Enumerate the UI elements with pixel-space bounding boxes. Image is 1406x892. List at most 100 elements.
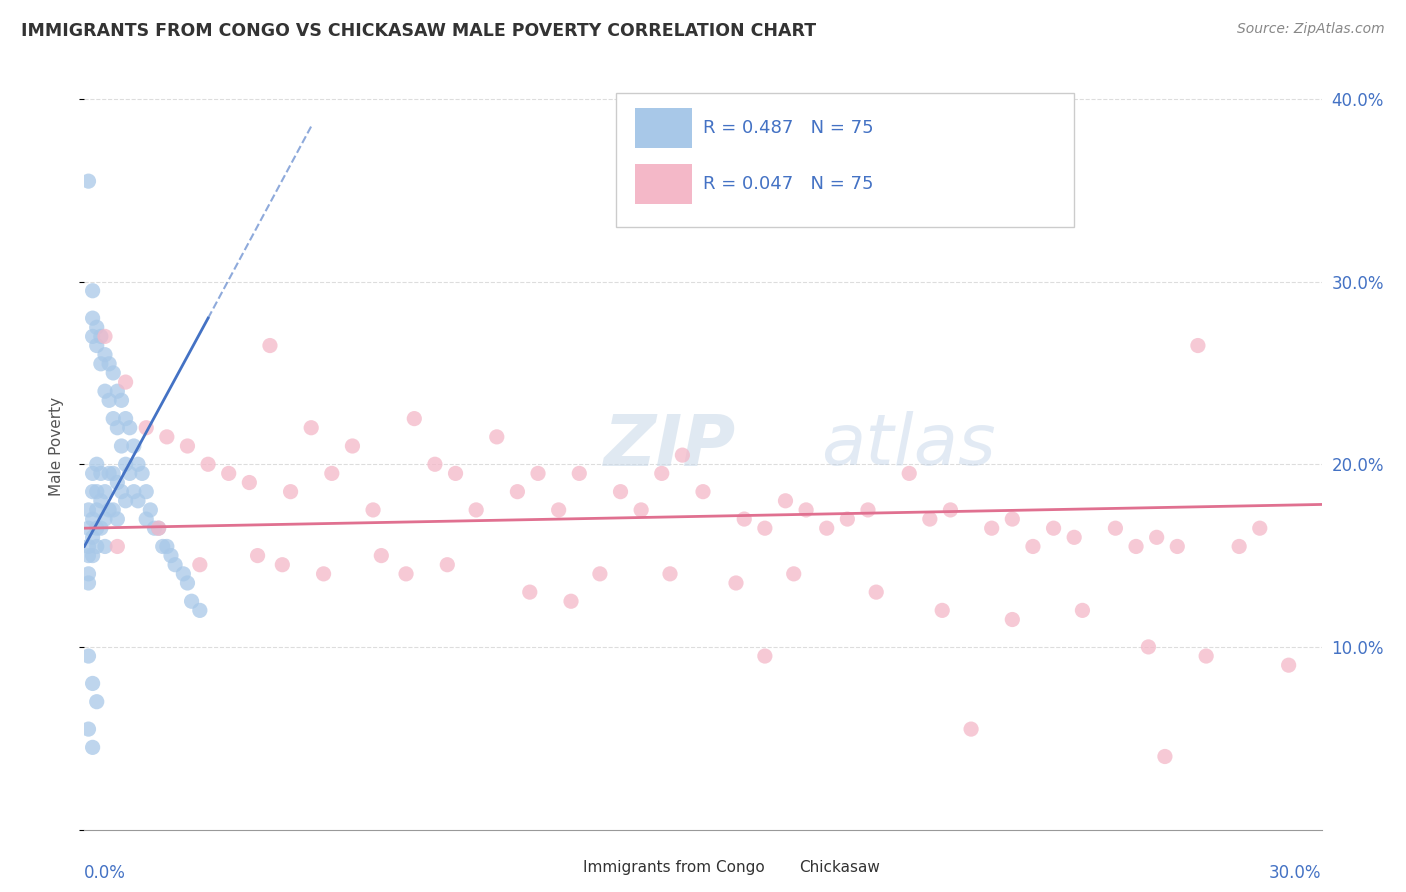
- Point: [506, 484, 529, 499]
- Point: [103, 366, 125, 380]
- Point: [94, 384, 117, 399]
- Text: 30.0%: 30.0%: [1270, 864, 1322, 882]
- Point: [77, 549, 100, 563]
- Point: [90, 521, 112, 535]
- Point: [436, 558, 458, 572]
- Point: [218, 467, 240, 481]
- Point: [98, 503, 121, 517]
- Point: [110, 439, 132, 453]
- Point: [148, 521, 170, 535]
- Point: [98, 467, 121, 481]
- Point: [423, 457, 446, 471]
- Point: [1278, 658, 1301, 673]
- Point: [94, 512, 117, 526]
- Point: [114, 375, 136, 389]
- Point: [90, 493, 112, 508]
- Point: [77, 521, 100, 535]
- Point: [259, 338, 281, 352]
- Point: [103, 503, 125, 517]
- Point: [651, 467, 673, 481]
- Point: [1137, 640, 1160, 654]
- Point: [105, 421, 128, 435]
- Point: [131, 467, 153, 481]
- Point: [82, 740, 104, 755]
- Point: [370, 549, 392, 563]
- Point: [465, 503, 488, 517]
- Point: [180, 594, 202, 608]
- Point: [114, 457, 136, 471]
- Point: [172, 566, 194, 581]
- Point: [321, 467, 343, 481]
- Point: [105, 384, 128, 399]
- FancyBboxPatch shape: [749, 855, 794, 881]
- Point: [105, 512, 128, 526]
- Point: [754, 521, 776, 535]
- Point: [103, 411, 125, 425]
- Point: [86, 320, 108, 334]
- Text: 0.0%: 0.0%: [84, 864, 127, 882]
- Point: [980, 521, 1002, 535]
- Point: [105, 540, 128, 554]
- Point: [176, 439, 198, 453]
- Point: [865, 585, 887, 599]
- Point: [118, 467, 141, 481]
- Point: [77, 503, 100, 517]
- Point: [1104, 521, 1126, 535]
- Y-axis label: Male Poverty: Male Poverty: [49, 396, 63, 496]
- Point: [86, 540, 108, 554]
- Point: [148, 521, 170, 535]
- Point: [395, 566, 418, 581]
- Point: [90, 357, 112, 371]
- Point: [1187, 338, 1209, 352]
- Point: [82, 467, 104, 481]
- Point: [98, 357, 121, 371]
- Point: [86, 503, 108, 517]
- Point: [1154, 749, 1177, 764]
- Point: [86, 484, 108, 499]
- Point: [77, 174, 100, 188]
- Point: [77, 576, 100, 591]
- Point: [671, 448, 693, 462]
- Point: [1042, 521, 1064, 535]
- Point: [238, 475, 260, 490]
- Text: Source: ZipAtlas.com: Source: ZipAtlas.com: [1237, 22, 1385, 37]
- Text: R = 0.487   N = 75: R = 0.487 N = 75: [703, 119, 873, 136]
- Point: [1227, 540, 1250, 554]
- Point: [733, 512, 755, 526]
- Point: [165, 558, 187, 572]
- Point: [1166, 540, 1188, 554]
- Point: [547, 503, 569, 517]
- Point: [1022, 540, 1045, 554]
- Point: [815, 521, 838, 535]
- Point: [1001, 613, 1024, 627]
- Point: [271, 558, 294, 572]
- Point: [156, 430, 179, 444]
- Point: [609, 484, 631, 499]
- Point: [114, 411, 136, 425]
- Text: atlas: atlas: [821, 411, 995, 481]
- Point: [127, 457, 149, 471]
- Point: [918, 512, 941, 526]
- Point: [1195, 648, 1218, 663]
- Point: [139, 503, 162, 517]
- Point: [82, 484, 104, 499]
- Point: [118, 421, 141, 435]
- Point: [94, 329, 117, 343]
- Point: [176, 576, 198, 591]
- Point: [82, 512, 104, 526]
- Point: [152, 540, 174, 554]
- Text: R = 0.047   N = 75: R = 0.047 N = 75: [703, 175, 873, 193]
- Point: [86, 521, 108, 535]
- Point: [82, 676, 104, 690]
- Text: Chickasaw: Chickasaw: [800, 861, 880, 875]
- Text: ZIP: ZIP: [605, 411, 737, 481]
- Point: [94, 540, 117, 554]
- Point: [630, 503, 652, 517]
- Point: [105, 475, 128, 490]
- Point: [775, 493, 797, 508]
- Point: [135, 421, 157, 435]
- Point: [589, 566, 612, 581]
- Point: [90, 467, 112, 481]
- Point: [77, 722, 100, 736]
- Point: [342, 439, 364, 453]
